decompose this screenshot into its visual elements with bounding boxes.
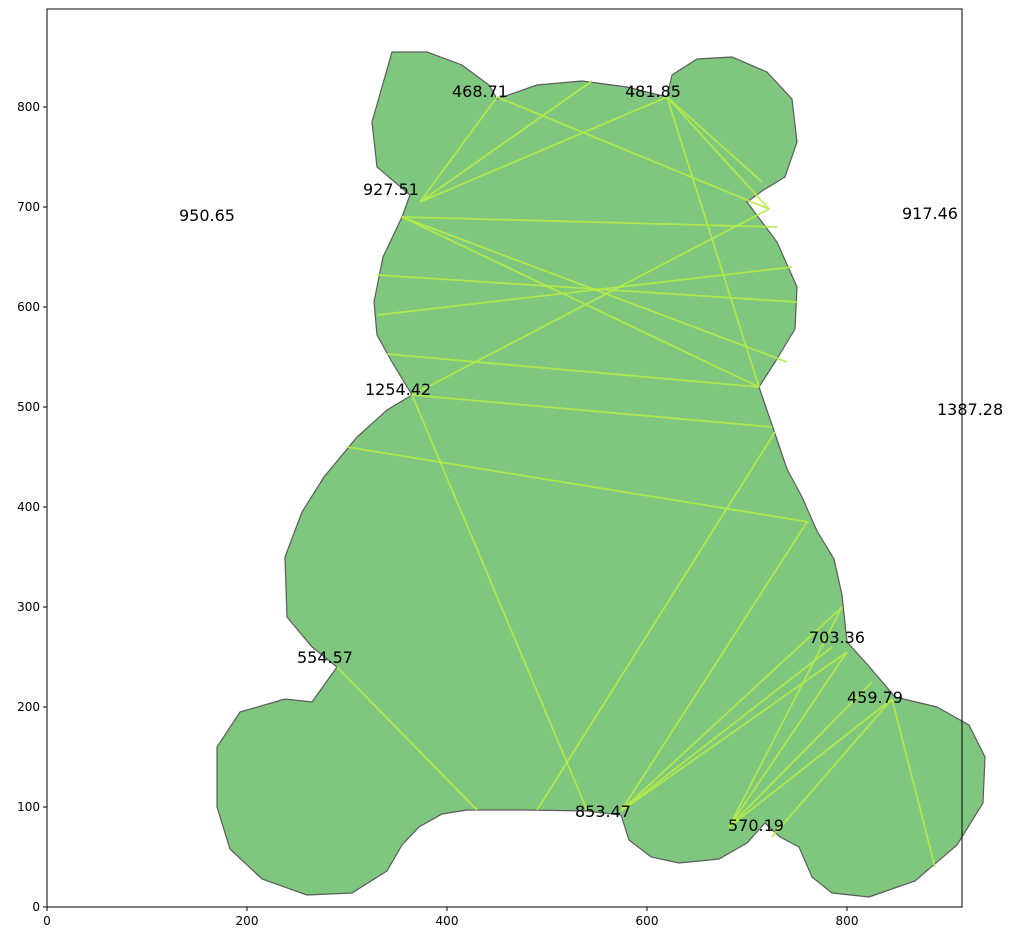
chord-line bbox=[620, 606, 843, 812]
chord-line bbox=[419, 80, 593, 203]
plot-content bbox=[216, 51, 986, 898]
chord-line bbox=[386, 353, 760, 388]
chord-length-label: 853.47 bbox=[575, 802, 631, 821]
shape-polygon bbox=[216, 51, 986, 898]
x-tick-label: 800 bbox=[836, 914, 859, 928]
chord-length-label: 1387.28 bbox=[937, 400, 1003, 419]
chord-line bbox=[411, 394, 588, 811]
chord-length-label: 554.57 bbox=[297, 648, 353, 667]
x-tick-label: 0 bbox=[43, 914, 51, 928]
chord-line bbox=[376, 266, 793, 316]
chord-line bbox=[728, 681, 873, 828]
chord-line bbox=[536, 431, 776, 811]
chord-line bbox=[620, 646, 833, 812]
y-tick-label: 100 bbox=[17, 800, 40, 814]
x-axis: 0 200 400 600 800 bbox=[43, 907, 858, 928]
y-tick-label: 600 bbox=[17, 300, 40, 314]
chord-length-label: 459.79 bbox=[847, 688, 903, 707]
chord-line bbox=[666, 96, 763, 183]
chord-line bbox=[496, 96, 770, 210]
chord-length-label: 927.51 bbox=[363, 180, 419, 199]
chord-length-label: 468.71 bbox=[452, 82, 508, 101]
y-tick-label: 700 bbox=[17, 200, 40, 214]
chord-line bbox=[401, 216, 778, 228]
x-tick-label: 200 bbox=[236, 914, 259, 928]
annotations: 468.71 481.85 927.51 950.65 917.46 1254.42 138… bbox=[179, 82, 1003, 835]
x-tick-label: 400 bbox=[436, 914, 459, 928]
chord-line bbox=[419, 96, 668, 203]
chord-line bbox=[346, 446, 810, 523]
x-tick-label: 600 bbox=[636, 914, 659, 928]
chord-line bbox=[666, 96, 760, 388]
plot-frame bbox=[46, 8, 963, 908]
chord-line bbox=[728, 698, 893, 828]
chord-line bbox=[419, 96, 498, 203]
chord-length-label: 950.65 bbox=[179, 206, 235, 225]
chord-line bbox=[411, 208, 770, 396]
y-axis: 0 100 200 300 400 500 600 700 800 bbox=[17, 100, 47, 914]
chord-length-label: 1254.42 bbox=[365, 380, 431, 399]
chord-line bbox=[728, 651, 848, 828]
chord-line bbox=[728, 606, 843, 828]
chord-length-label: 570.19 bbox=[728, 816, 784, 835]
chord-line bbox=[401, 216, 760, 388]
chord-length-label: 917.46 bbox=[902, 204, 958, 223]
chord-line bbox=[891, 698, 936, 868]
chord-line bbox=[620, 651, 848, 812]
y-tick-label: 500 bbox=[17, 400, 40, 414]
chord-line bbox=[771, 698, 893, 838]
chord-line bbox=[376, 274, 798, 303]
chord-length-label: 703.36 bbox=[809, 628, 865, 647]
y-tick-label: 200 bbox=[17, 700, 40, 714]
y-tick-label: 0 bbox=[32, 900, 40, 914]
y-tick-label: 300 bbox=[17, 600, 40, 614]
y-tick-label: 400 bbox=[17, 500, 40, 514]
chord-line bbox=[411, 394, 773, 428]
y-tick-label: 800 bbox=[17, 100, 40, 114]
chord-line bbox=[620, 521, 808, 812]
chord-length-label: 481.85 bbox=[625, 82, 681, 101]
chord-line bbox=[336, 666, 478, 811]
chord-line bbox=[666, 96, 770, 210]
